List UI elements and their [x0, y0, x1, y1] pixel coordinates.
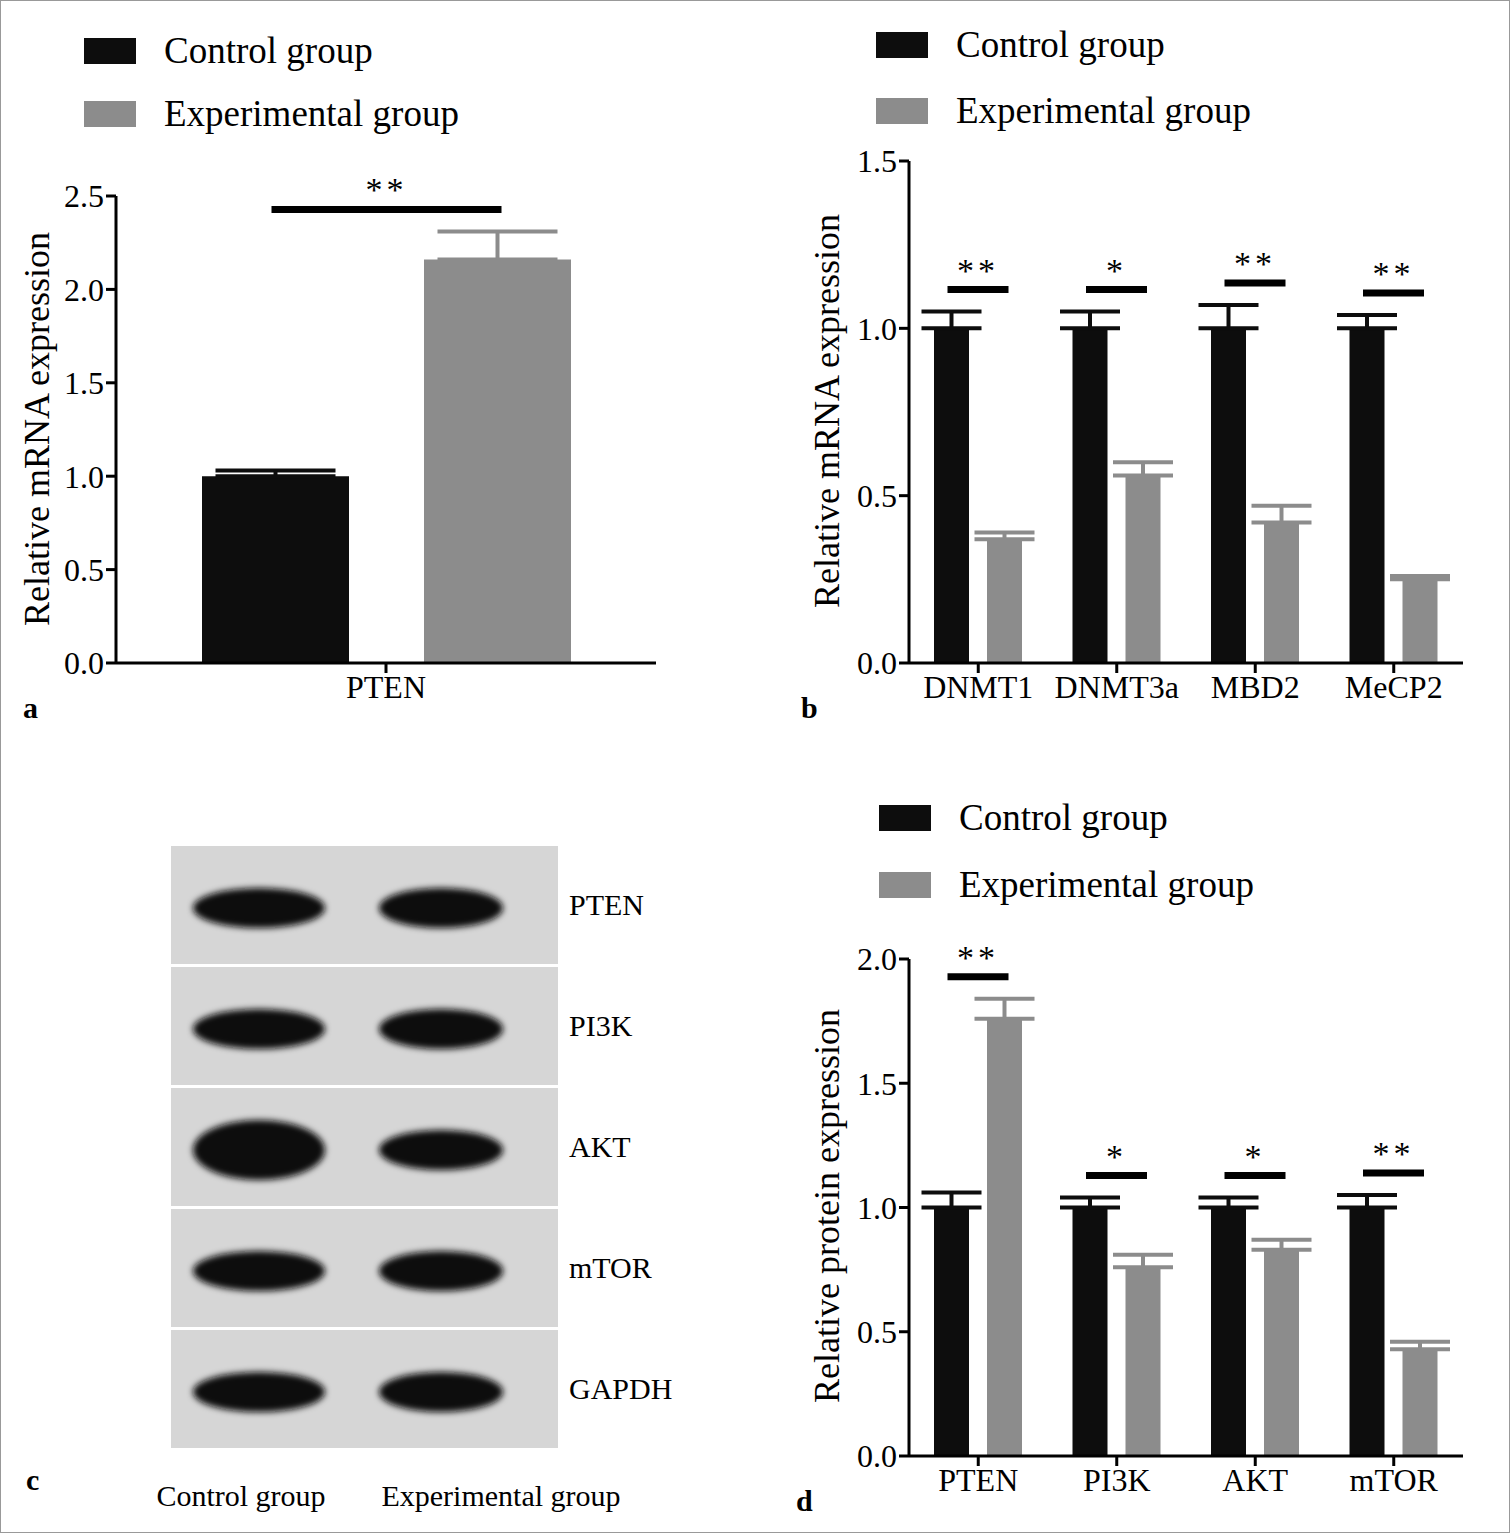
svg-text:0.5: 0.5	[857, 1314, 897, 1350]
svg-text:0.0: 0.0	[857, 1438, 897, 1474]
svg-text:DNMT3a: DNMT3a	[1055, 669, 1179, 705]
svg-text:DNMT1: DNMT1	[923, 669, 1033, 705]
svg-text:2.5: 2.5	[64, 178, 104, 214]
svg-text:MBD2: MBD2	[1211, 669, 1300, 705]
svg-text:2.0: 2.0	[64, 272, 104, 308]
html-text:d: d	[796, 1484, 813, 1517]
svg-text:**: **	[957, 939, 999, 976]
html-text:Control group: Control group	[956, 24, 1165, 65]
html-text:a: a	[23, 691, 38, 724]
html-text:c: c	[26, 1463, 40, 1496]
svg-text:1.0: 1.0	[64, 459, 104, 495]
svg-text:MeCP2: MeCP2	[1345, 669, 1443, 705]
svg-text:*: *	[1106, 1138, 1127, 1175]
svg-text:**: **	[1373, 255, 1415, 292]
html-text:Control group: Control group	[164, 30, 373, 71]
svg-text:PTEN: PTEN	[346, 669, 426, 705]
svg-text:*: *	[1106, 252, 1127, 289]
svg-text:*: *	[1245, 1138, 1266, 1175]
svg-text:1.5: 1.5	[64, 365, 104, 401]
svg-text:2.0: 2.0	[857, 941, 897, 977]
svg-text:0.0: 0.0	[64, 645, 104, 681]
html-text:Relative mRNA expression: Relative mRNA expression	[807, 214, 847, 608]
svg-text:0.5: 0.5	[64, 552, 104, 588]
svg-text:mTOR: mTOR	[1350, 1462, 1439, 1498]
svg-text:**: **	[1234, 245, 1276, 282]
svg-text:1.5: 1.5	[857, 143, 897, 179]
svg-text:**: **	[1373, 1135, 1415, 1172]
svg-text:PI3K: PI3K	[1083, 1462, 1151, 1498]
html-text:Experimental group: Experimental group	[959, 864, 1254, 905]
html-text:Control group: Control group	[959, 797, 1168, 838]
svg-text:1.5: 1.5	[857, 1066, 897, 1102]
svg-text:**: **	[366, 171, 408, 208]
html-text:PI3K: PI3K	[569, 1009, 633, 1042]
svg-text:0.5: 0.5	[857, 478, 897, 514]
html-text:mTOR: mTOR	[569, 1251, 652, 1284]
svg-text:0.0: 0.0	[857, 645, 897, 681]
html-text:Experimental group: Experimental group	[956, 90, 1251, 131]
html-text:Control group: Control group	[156, 1479, 326, 1512]
html-text:GAPDH: GAPDH	[569, 1372, 673, 1405]
html-text:AKT: AKT	[569, 1130, 631, 1163]
svg-text:PTEN: PTEN	[938, 1462, 1018, 1498]
svg-text:1.0: 1.0	[857, 1190, 897, 1226]
html-text:Relative protein expression: Relative protein expression	[807, 1009, 847, 1403]
svg-text:1.0: 1.0	[857, 311, 897, 347]
html-text:Experimental group: Experimental group	[381, 1479, 621, 1512]
svg-text:AKT: AKT	[1222, 1462, 1288, 1498]
html-text:PTEN: PTEN	[569, 888, 644, 921]
html-text:Relative mRNA expression: Relative mRNA expression	[17, 232, 57, 626]
html-text:Experimental group: Experimental group	[164, 93, 459, 134]
svg-text:**: **	[957, 252, 999, 289]
html-text:b: b	[801, 691, 818, 724]
